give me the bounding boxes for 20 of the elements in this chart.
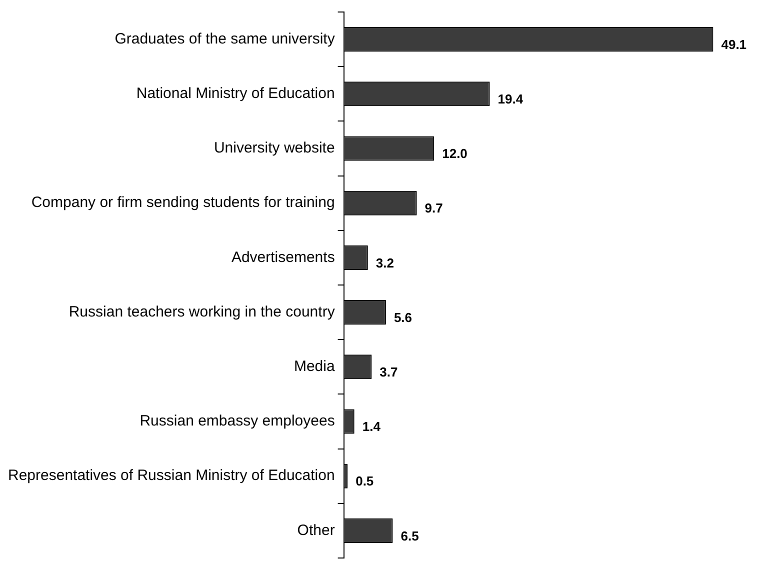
data-label: 1.4 xyxy=(362,419,382,434)
y-tick-label: Representatives of Russian Ministry of Education xyxy=(8,467,335,484)
y-tick-label: Company or firm sending students for training xyxy=(31,194,335,212)
y-tick-label: University website xyxy=(214,140,335,157)
data-label: 0.5 xyxy=(356,474,374,489)
y-tick-label: National Ministry of Education xyxy=(136,85,335,102)
data-label: 12.0 xyxy=(442,146,468,162)
data-label: 9.7 xyxy=(424,200,443,216)
y-tick-label: Graduates of the same university xyxy=(114,30,336,48)
y-tick-label: Other xyxy=(297,522,335,539)
y-tick-label: Russian teachers working in the country xyxy=(68,303,336,320)
y-tick-label: Russian embassy employees xyxy=(140,412,335,430)
data-label: 5.6 xyxy=(394,310,412,325)
data-label: 49.1 xyxy=(721,36,747,52)
data-label: 3.2 xyxy=(376,255,394,270)
data-label: 6.5 xyxy=(400,528,419,544)
y-tick-label: Advertisements xyxy=(231,248,335,266)
data-label: 3.7 xyxy=(380,364,398,380)
data-label: 19.4 xyxy=(498,91,524,106)
y-tick-label: Media xyxy=(294,358,336,376)
